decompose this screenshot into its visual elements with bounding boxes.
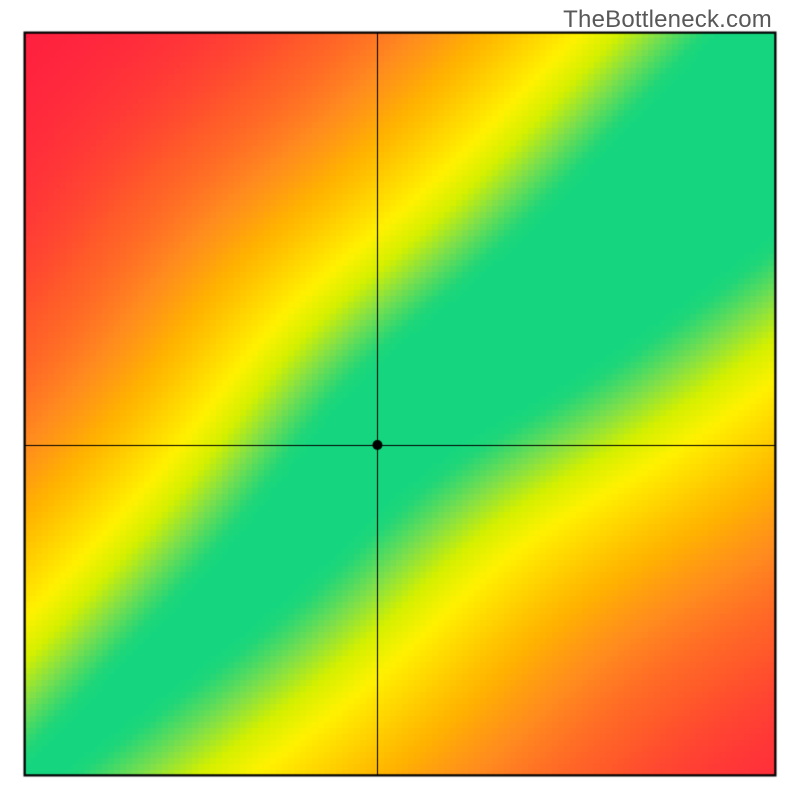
watermark-text: TheBottleneck.com xyxy=(563,6,772,34)
heatmap-canvas xyxy=(0,0,800,800)
chart-container: TheBottleneck.com xyxy=(0,0,800,800)
